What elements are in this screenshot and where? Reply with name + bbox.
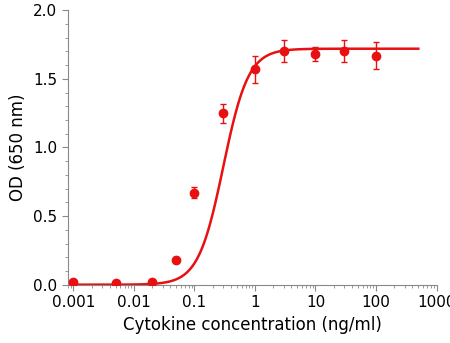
X-axis label: Cytokine concentration (ng/ml): Cytokine concentration (ng/ml) (122, 316, 382, 334)
Y-axis label: OD (650 nm): OD (650 nm) (9, 94, 27, 201)
